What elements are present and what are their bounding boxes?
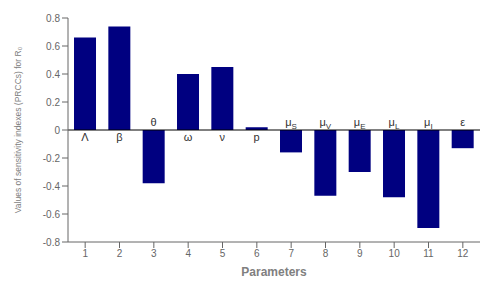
svg-text:6: 6	[254, 248, 260, 259]
svg-text:Parameters: Parameters	[241, 265, 307, 279]
svg-text:ε: ε	[460, 116, 465, 128]
svg-text:μS: μS	[285, 116, 297, 131]
svg-text:3: 3	[151, 248, 157, 259]
svg-text:θ: θ	[151, 116, 157, 128]
svg-text:μE: μE	[354, 116, 366, 131]
svg-text:0.4: 0.4	[46, 69, 60, 80]
svg-text:2: 2	[117, 248, 123, 259]
svg-text:12: 12	[457, 248, 469, 259]
svg-text:ν: ν	[220, 131, 226, 143]
svg-text:4: 4	[185, 248, 191, 259]
svg-text:7: 7	[288, 248, 294, 259]
svg-text:-0.6: -0.6	[43, 209, 61, 220]
svg-text:1: 1	[82, 248, 88, 259]
svg-text:μI: μI	[424, 116, 433, 131]
svg-text:-0.2: -0.2	[43, 153, 61, 164]
svg-text:11: 11	[423, 248, 434, 259]
svg-text:0.2: 0.2	[46, 97, 60, 108]
svg-text:9: 9	[357, 248, 363, 259]
svg-text:μL: μL	[389, 116, 400, 131]
svg-text:-0.8: -0.8	[43, 237, 61, 248]
svg-text:p: p	[254, 131, 260, 143]
svg-text:β: β	[116, 131, 122, 143]
svg-text:-0.4: -0.4	[43, 181, 61, 192]
svg-text:Λ: Λ	[81, 131, 89, 143]
svg-text:ω: ω	[184, 131, 193, 143]
svg-text:5: 5	[220, 248, 226, 259]
svg-text:10: 10	[389, 248, 401, 259]
svg-text:0.6: 0.6	[46, 41, 60, 52]
svg-text:0.8: 0.8	[46, 13, 60, 24]
svg-text:μV: μV	[319, 116, 331, 131]
svg-text:8: 8	[323, 248, 329, 259]
svg-text:Values of sensitivity indexes: Values of sensitivity indexes (PRCCs) fo…	[13, 46, 23, 213]
svg-text:0: 0	[54, 125, 60, 136]
